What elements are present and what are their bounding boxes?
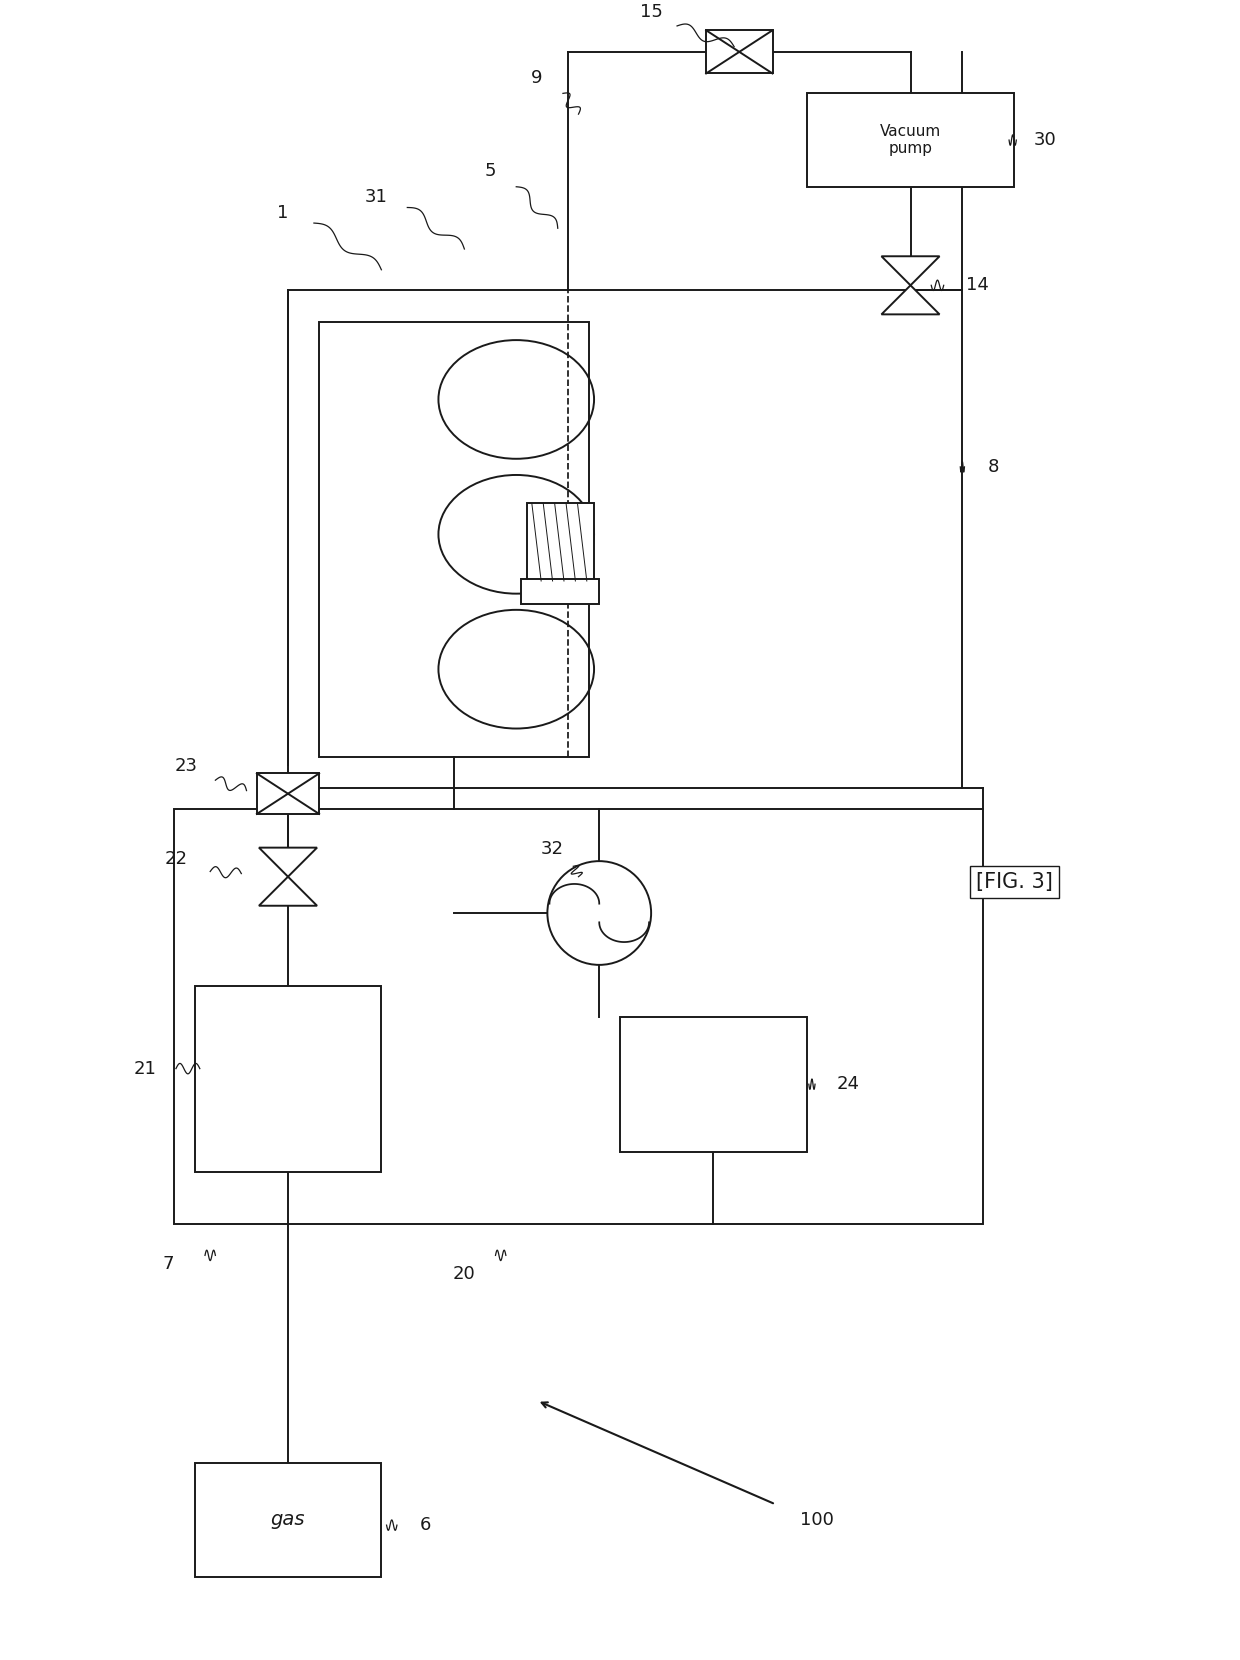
Text: 7: 7 <box>162 1255 175 1273</box>
Bar <box>522 579 599 604</box>
Text: gas: gas <box>270 1511 305 1529</box>
Polygon shape <box>259 848 317 876</box>
Text: 20: 20 <box>453 1265 476 1283</box>
Circle shape <box>547 862 651 964</box>
Bar <box>527 503 594 581</box>
Bar <box>257 774 319 813</box>
Polygon shape <box>882 286 940 314</box>
Text: 21: 21 <box>134 1059 156 1077</box>
Bar <box>195 1462 382 1577</box>
Text: 9: 9 <box>531 68 543 86</box>
Text: [FIG. 3]: [FIG. 3] <box>976 872 1053 891</box>
Text: 1: 1 <box>277 204 289 222</box>
Text: 31: 31 <box>365 188 388 206</box>
Bar <box>174 810 983 1225</box>
Text: 100: 100 <box>800 1511 835 1529</box>
Text: 30: 30 <box>1034 131 1056 149</box>
Text: 23: 23 <box>175 757 198 775</box>
Text: 22: 22 <box>165 850 187 868</box>
Polygon shape <box>882 256 940 286</box>
Bar <box>620 1016 807 1152</box>
Bar <box>706 30 773 73</box>
Polygon shape <box>259 876 317 906</box>
Text: 5: 5 <box>485 163 496 181</box>
Bar <box>195 986 382 1172</box>
Text: 14: 14 <box>966 276 990 294</box>
Bar <box>288 290 962 788</box>
Text: 24: 24 <box>837 1076 859 1094</box>
Text: 6: 6 <box>419 1516 430 1534</box>
Text: 15: 15 <box>640 3 662 22</box>
Bar <box>807 93 1014 186</box>
Text: 32: 32 <box>541 840 564 858</box>
Text: 8: 8 <box>988 458 999 476</box>
Text: Vacuum
pump: Vacuum pump <box>880 124 941 156</box>
Bar <box>319 322 589 757</box>
